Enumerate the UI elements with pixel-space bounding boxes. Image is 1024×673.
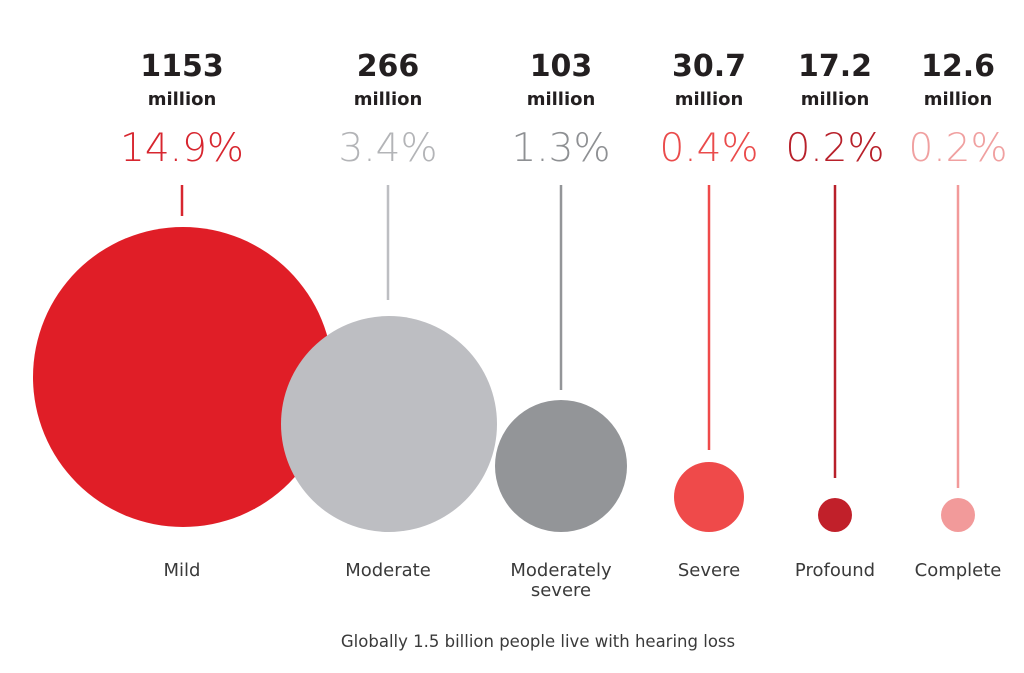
- unit-label: million: [148, 89, 217, 110]
- unit-label: million: [354, 89, 423, 110]
- bubble-severe: [674, 462, 744, 532]
- category-label: Moderately: [510, 560, 612, 581]
- value-label: 1153: [140, 49, 224, 84]
- value-label: 12.6: [921, 49, 995, 84]
- bubble-mild: [33, 227, 333, 527]
- category-label: Mild: [164, 560, 201, 581]
- percent-label: 14.9%: [120, 126, 244, 171]
- percent-label: 0.4%: [659, 126, 758, 171]
- percent-label: 1.3%: [511, 126, 610, 171]
- unit-label: million: [527, 89, 596, 110]
- bubble-profound: [818, 498, 852, 532]
- unit-label: million: [675, 89, 744, 110]
- percent-label: 3.4%: [338, 126, 437, 171]
- category-label: Profound: [795, 560, 875, 581]
- percent-label: 0.2%: [908, 126, 1007, 171]
- category-label: Complete: [915, 560, 1002, 581]
- bubble-moderate: [281, 316, 497, 532]
- value-label: 17.2: [798, 49, 872, 84]
- value-label: 266: [357, 49, 420, 84]
- category-label: Severe: [678, 560, 740, 581]
- unit-label: million: [924, 89, 993, 110]
- unit-label: million: [801, 89, 870, 110]
- chart-caption: Globally 1.5 billion people live with he…: [341, 632, 735, 651]
- value-label: 103: [530, 49, 593, 84]
- value-label: 30.7: [672, 49, 746, 84]
- bubble-complete: [941, 498, 975, 532]
- category-label: severe: [531, 580, 591, 601]
- percent-label: 0.2%: [785, 126, 884, 171]
- category-label: Moderate: [345, 560, 431, 581]
- bubble-moderately-severe: [495, 400, 627, 532]
